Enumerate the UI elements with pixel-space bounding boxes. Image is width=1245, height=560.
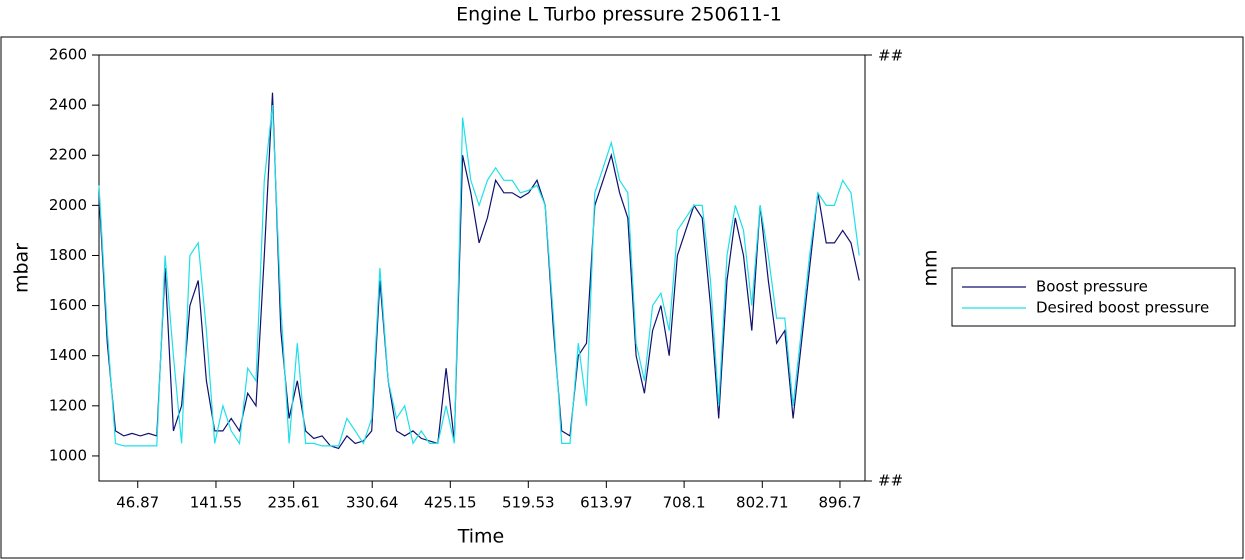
chart-title: Engine L Turbo pressure 250611-1: [456, 4, 782, 26]
x-axis-label: Time: [457, 526, 505, 548]
y-tick-label: 1000: [49, 446, 87, 464]
x-tick-label: 802.71: [736, 494, 789, 512]
x-tick-label: 708.1: [663, 494, 706, 512]
frame: [0, 36, 1244, 559]
legend: [951, 267, 1236, 327]
x-tick-label: 613.97: [580, 494, 633, 512]
legend-label: Desired boost pressure: [1036, 299, 1209, 317]
y-tick-label: 1200: [49, 396, 87, 414]
x-tick-label: 330.64: [346, 494, 399, 512]
plot-area: [98, 54, 866, 482]
y-tick-label: 2400: [49, 96, 87, 114]
y-tick-label: 1400: [49, 346, 87, 364]
x-tick-label: 235.61: [267, 494, 320, 512]
x-tick-label: 425.15: [424, 494, 477, 512]
y2-axis-label: mm: [920, 249, 942, 286]
y-tick-label: 2000: [49, 196, 87, 214]
y-axis-label: mbar: [11, 243, 33, 293]
y-tick-label: 1800: [49, 246, 87, 264]
legend-label: Boost pressure: [1036, 278, 1148, 296]
x-tick-label: 896.7: [818, 494, 861, 512]
y2-tick-label: ##: [878, 47, 903, 65]
y-tick-label: 2600: [49, 46, 87, 64]
x-tick-label: 141.55: [190, 494, 243, 512]
series-line: [98, 92, 860, 450]
x-tick-label: 519.53: [502, 494, 555, 512]
series-line: [98, 105, 860, 447]
y-tick-label: 1600: [49, 296, 87, 314]
x-tick-label: 46.87: [116, 494, 159, 512]
y-tick-label: 2200: [49, 146, 87, 164]
y2-tick-label: ##: [878, 472, 903, 490]
